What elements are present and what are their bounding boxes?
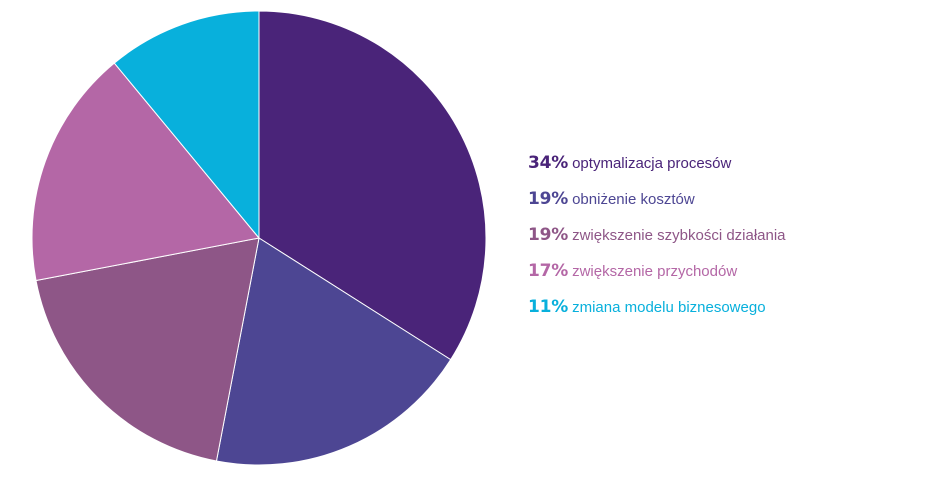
legend-label: optymalizacja procesów	[572, 155, 731, 172]
legend-percent: 19%	[528, 189, 568, 209]
legend-item-4: 17% zwiększenie przychodów	[528, 258, 786, 294]
legend-label: zwiększenie szybkości działania	[572, 227, 785, 244]
legend-label: obniżenie kosztów	[572, 191, 695, 208]
legend-percent: 34%	[528, 153, 568, 173]
chart-legend: 34% optymalizacja procesów 19% obniżenie ko…	[528, 150, 786, 330]
legend-item-5: 11% zmiana modelu biznesowego	[528, 294, 786, 330]
legend-label: zwiększenie przychodów	[572, 263, 737, 280]
legend-item-1: 34% optymalizacja procesów	[528, 150, 786, 186]
legend-item-3: 19% zwiększenie szybkości działania	[528, 222, 786, 258]
pie-chart	[0, 0, 520, 480]
legend-label: zmiana modelu biznesowego	[572, 299, 765, 316]
legend-percent: 11%	[528, 297, 568, 317]
legend-item-2: 19% obniżenie kosztów	[528, 186, 786, 222]
legend-percent: 19%	[528, 225, 568, 245]
legend-percent: 17%	[528, 261, 568, 281]
